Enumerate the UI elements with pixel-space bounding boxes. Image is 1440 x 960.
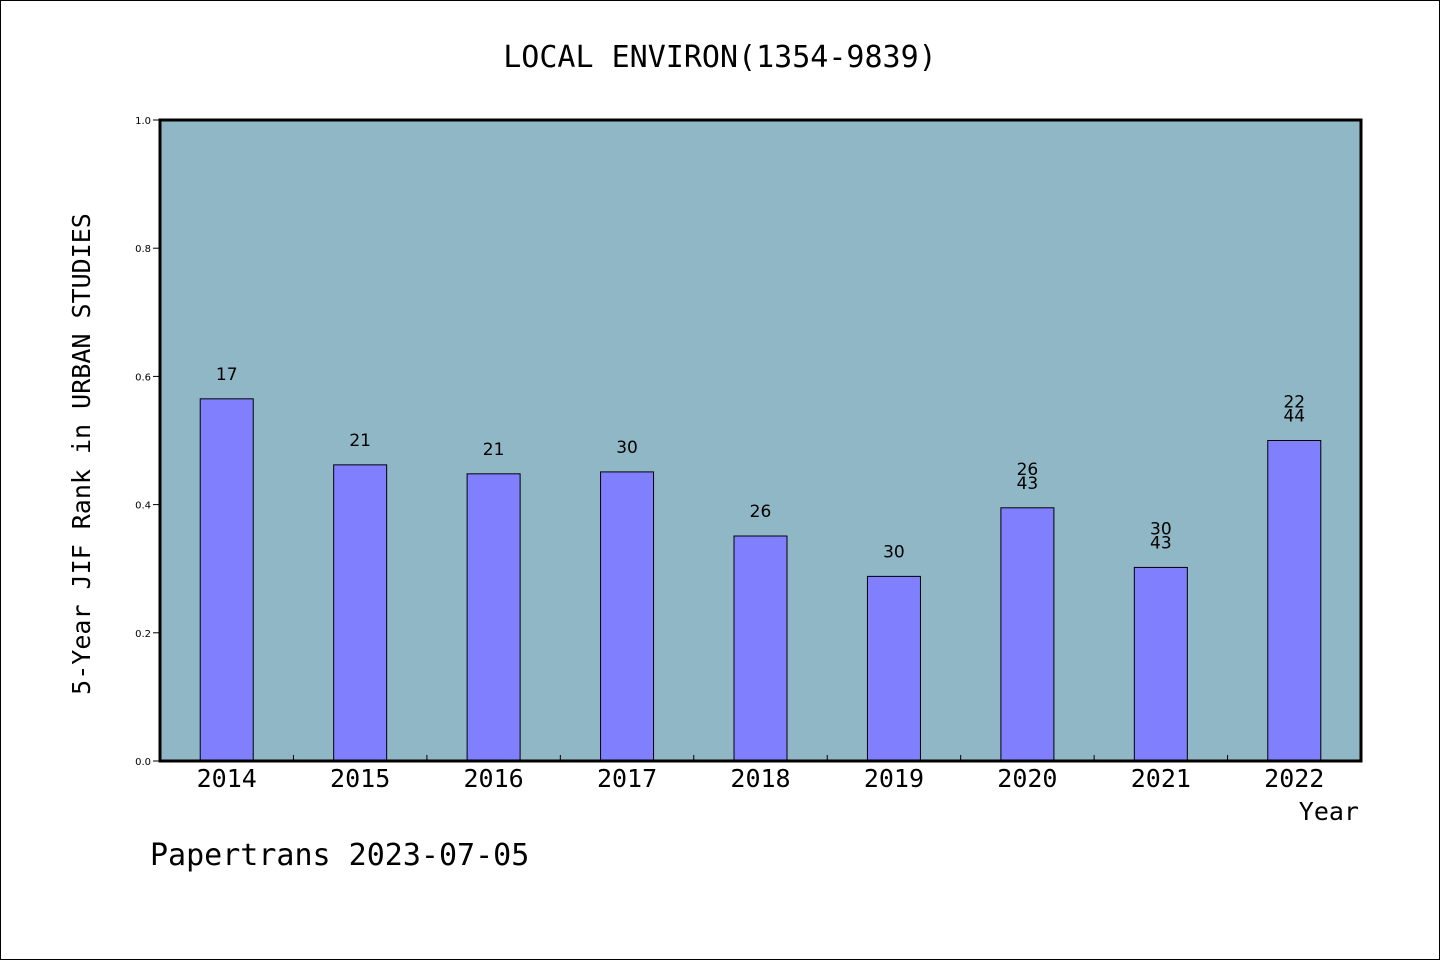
bar-label: 30 <box>1150 519 1172 539</box>
bar-2022 <box>1267 440 1322 762</box>
y-tick-label: 0.0 <box>135 757 151 768</box>
bar-label: 21 <box>483 440 505 460</box>
y-tick-label: 0.2 <box>135 629 151 640</box>
x-axis: 2014 2015 2016 2017 2018 2019 2020 2021 2022 <box>197 755 1324 793</box>
bar-label: 43 <box>1017 474 1039 494</box>
x-tick-label: 2021 <box>1131 764 1191 793</box>
y-tick-label: 0.8 <box>135 244 151 255</box>
bar-2019 <box>866 575 921 762</box>
y-axis-label: 5-Year JIF Rank in URBAN STUDIES <box>67 213 96 695</box>
y-tick-label: 0.6 <box>135 372 151 383</box>
bar-label: 17 <box>216 365 238 385</box>
x-tick-label: 2014 <box>197 764 257 793</box>
y-tick-label: 1.0 <box>135 116 151 127</box>
x-tick-label: 2018 <box>730 764 790 793</box>
bar-2021 <box>1133 566 1188 762</box>
x-axis-label: Year <box>1299 797 1359 826</box>
bar-label: 30 <box>883 542 905 562</box>
bar-2014 <box>199 398 254 762</box>
bar-label: 43 <box>1150 533 1172 553</box>
chart-title: LOCAL ENVIRON(1354-9839) <box>503 40 936 75</box>
bar-label: 44 <box>1283 407 1305 427</box>
bar-label: 30 <box>616 438 638 458</box>
footer-text: Papertrans 2023-07-05 <box>150 838 529 873</box>
bar-label: 26 <box>750 502 772 522</box>
y-tick-label: 0.4 <box>135 501 151 512</box>
bar-label: 22 <box>1283 393 1305 413</box>
x-tick-label: 2019 <box>864 764 924 793</box>
x-tick-label: 2017 <box>597 764 657 793</box>
bar-label: 21 <box>349 431 371 451</box>
bar-2020 <box>1000 507 1055 762</box>
bar-2017 <box>600 471 655 762</box>
bar-2015 <box>333 464 388 762</box>
plot-border <box>158 118 1363 763</box>
x-tick-label: 2016 <box>464 764 524 793</box>
bar-2018 <box>733 535 788 762</box>
bar-label: 26 <box>1017 460 1039 480</box>
y-axis: 0.0 0.2 0.4 0.6 0.8 1.0 <box>135 116 160 768</box>
x-tick-label: 2020 <box>997 764 1057 793</box>
x-tick-label: 2022 <box>1264 764 1324 793</box>
x-tick-label: 2015 <box>330 764 390 793</box>
bar-2016 <box>466 473 521 762</box>
